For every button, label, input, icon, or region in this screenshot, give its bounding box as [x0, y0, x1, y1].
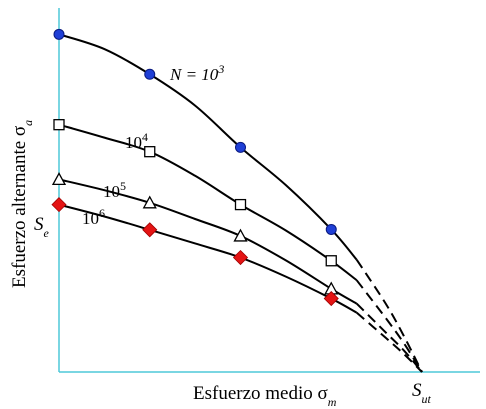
- point-n5-0: [51, 172, 67, 186]
- point-n3-0: [53, 28, 65, 40]
- point-n4-3: [325, 255, 337, 267]
- y-axis-label: Esfuerzo alternante σa: [9, 120, 35, 288]
- point-n4-0: [53, 119, 65, 131]
- curve-dashed-n4: [355, 279, 423, 373]
- point-n4-2: [234, 198, 247, 211]
- series-label-n4: 104: [125, 130, 148, 152]
- point-n3-1: [144, 68, 156, 80]
- y-tick-se: Se: [34, 214, 50, 240]
- series-label-n5: 105: [103, 179, 126, 201]
- point-n4-1: [144, 146, 156, 158]
- series-label-n3: N = 103: [169, 62, 224, 84]
- curve-dashed-n3: [355, 259, 423, 373]
- curve-solid-n5: [58, 178, 358, 305]
- series-label-n6: 106: [82, 206, 105, 228]
- x-tick-sut: Sut: [412, 380, 432, 406]
- point-n3-3: [325, 223, 337, 235]
- point-n5-1: [142, 195, 157, 209]
- point-n6-0: [51, 197, 67, 213]
- curve-dashed-n6: [356, 311, 423, 373]
- point-n6-1: [142, 222, 158, 238]
- curve-solid-n4: [58, 123, 358, 281]
- point-n3-2: [235, 141, 246, 153]
- curve-dashed-n5: [355, 302, 423, 373]
- point-n5-2: [233, 228, 248, 242]
- curve-solid-n6: [58, 203, 358, 314]
- point-n6-2: [232, 249, 249, 266]
- markers: [51, 28, 339, 307]
- point-n6-3: [323, 290, 339, 307]
- x-axis-label: Esfuerzo medio σm: [193, 383, 337, 409]
